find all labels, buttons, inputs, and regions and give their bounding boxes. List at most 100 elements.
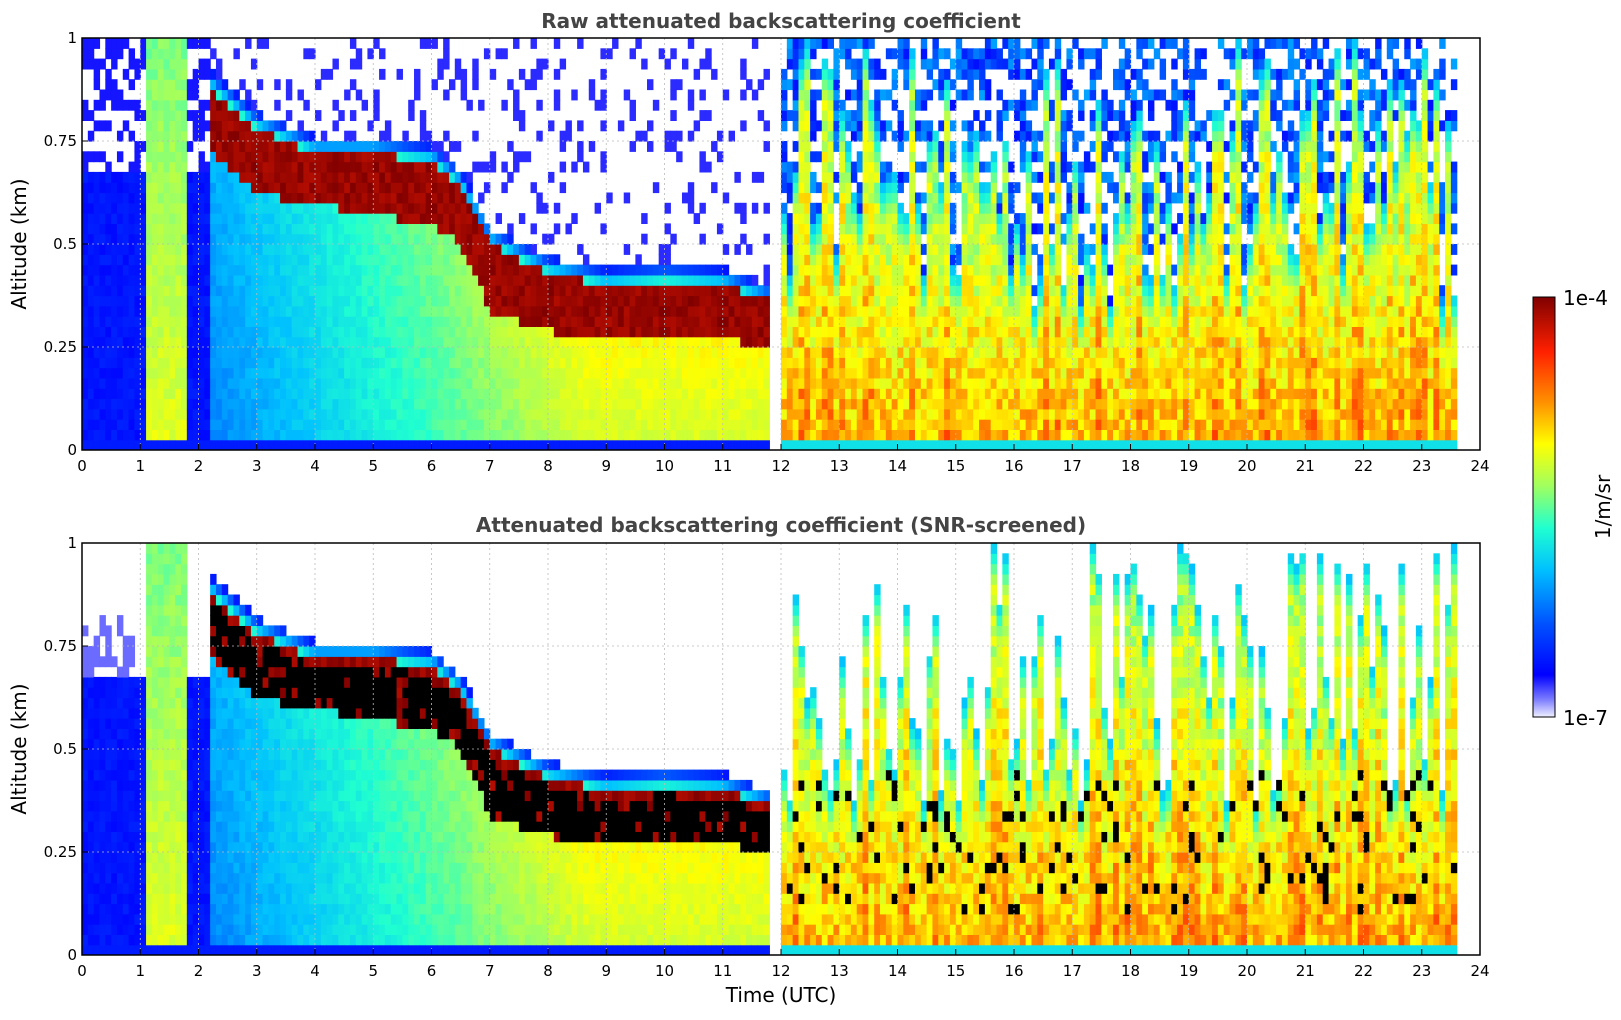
heatmap-cell [513,336,520,348]
heatmap-cell [425,336,433,348]
heatmap-cell [448,357,456,369]
heatmap-cell [594,326,602,338]
heatmap-cell [781,357,788,369]
heatmap-cell [1048,439,1056,450]
heatmap-cell [746,274,753,286]
heatmap-cell [1031,171,1038,183]
heatmap-cell [384,233,392,245]
heatmap-cell [635,439,642,450]
heatmap-cell [600,295,607,307]
heatmap-cell [262,274,269,286]
heatmap-cell [215,58,223,70]
heatmap-cell [862,377,869,389]
heatmap-cell [891,192,899,204]
heatmap-cell [105,254,112,266]
heatmap-cell [198,130,205,142]
heatmap-cell [658,439,666,450]
heatmap-cell [285,439,293,450]
heatmap-cell [757,316,765,327]
heatmap-cell [186,223,194,235]
heatmap-cell [437,264,444,276]
heatmap-cell [320,326,328,338]
heatmap-cell [221,377,229,389]
heatmap-cell [414,347,421,358]
heatmap-cell [280,213,287,224]
heatmap-cell [431,326,438,338]
heatmap-cell [489,264,497,276]
heatmap-cell [99,388,106,400]
heatmap-cell [949,264,957,276]
heatmap-cell [1008,336,1015,348]
heatmap-cell [839,429,846,441]
heatmap-cell [623,192,631,204]
heatmap-cell [670,357,677,369]
heatmap-cell [792,161,800,173]
heatmap-cell [227,171,235,183]
heatmap-cell [116,367,124,379]
heatmap-cell [105,192,112,204]
heatmap-cell [582,388,590,400]
heatmap-cell [1043,89,1050,101]
heatmap-cell [186,202,194,214]
heatmap-cell [367,419,374,430]
heatmap-cell [979,223,986,235]
heatmap-cell [379,223,386,235]
heatmap-cell [93,305,101,317]
heatmap-cell [1019,274,1027,286]
heatmap-cell [955,316,963,327]
heatmap-cell [419,182,427,194]
heatmap-cell [728,274,735,286]
heatmap-cell [623,357,631,369]
heatmap-cell [291,439,299,450]
heatmap-cell [373,182,380,194]
heatmap-cell [320,336,328,348]
heatmap-cell [297,367,304,379]
heatmap-cell [716,377,724,389]
heatmap-cell [303,274,310,286]
heatmap-cell [1025,377,1033,389]
heatmap-cell [914,264,922,276]
heatmap-cell [548,171,555,183]
heatmap-cell [285,326,293,338]
heatmap-cell [909,182,916,194]
heatmap-cell [93,388,101,400]
heatmap-cell [856,58,864,70]
heatmap-cell [979,367,986,379]
heatmap-cell [1037,79,1044,91]
heatmap-cell [349,233,357,245]
heatmap-cell [472,202,479,214]
heatmap-cell [635,254,642,266]
heatmap-cell [87,233,95,245]
heatmap-cell [874,171,881,183]
heatmap-cell [303,48,310,60]
heatmap-cell [210,171,217,183]
heatmap-cell [361,202,369,214]
heatmap-cell [815,254,823,266]
heatmap-cell [414,254,421,266]
heatmap-cell [408,161,415,173]
heatmap-cell [874,151,881,163]
heatmap-cell [518,367,526,379]
heatmap-cell [623,305,631,317]
heatmap-cell [810,336,817,348]
heatmap-cell [1014,388,1021,400]
heatmap-cell [210,244,217,255]
heatmap-cell [967,120,974,132]
heatmap-cell [268,398,275,410]
heatmap-cell [804,316,811,327]
heatmap-cell [466,192,473,204]
heatmap-cell [210,388,217,400]
heatmap-cell [845,141,852,152]
heatmap-cell [821,254,829,266]
heatmap-cell [256,398,264,410]
heatmap-cell [722,326,730,338]
heatmap-cell [285,429,293,441]
heatmap-cell [705,388,712,400]
heatmap-cell [711,367,718,379]
heatmap-cell [932,244,939,255]
heatmap-cell [221,202,229,214]
heatmap-cell [210,285,217,297]
heatmap-cell [210,419,217,430]
heatmap-cell [647,79,654,91]
heatmap-cell [909,161,916,173]
